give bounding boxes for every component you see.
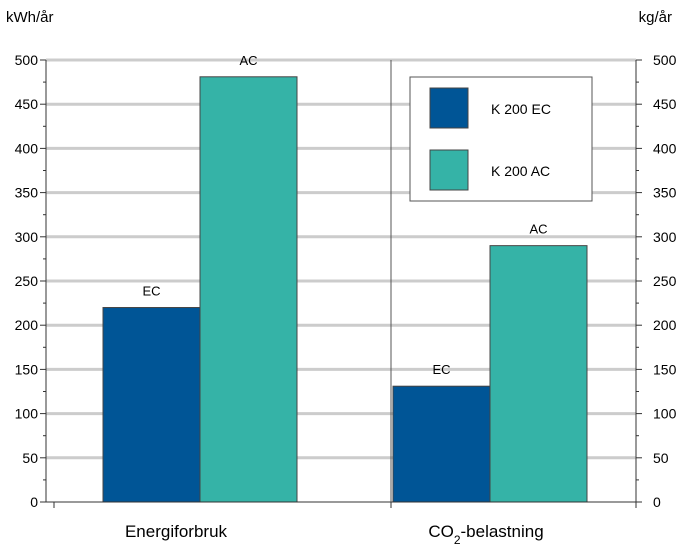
bar-data-label: EC — [432, 362, 450, 377]
left-y-tick-label: 200 — [15, 317, 39, 333]
left-y-tick-label: 150 — [15, 361, 39, 377]
bar-data-label: AC — [529, 222, 547, 237]
category-label: CO2-belastning — [428, 522, 543, 544]
bar-k-200-ac-1 — [489, 245, 588, 503]
legend-label-k200-ec: K 200 EC — [491, 101, 551, 117]
left-y-tick-label: 250 — [15, 273, 39, 289]
left-y-tick-label: 0 — [30, 494, 38, 510]
bar-k-200-ec-1 — [392, 385, 491, 503]
right-y-tick-label: 100 — [653, 406, 677, 422]
left-y-tick-label: 450 — [15, 96, 39, 112]
legend-swatch-k200-ec — [429, 87, 469, 129]
right-y-tick-label: 200 — [653, 317, 677, 333]
right-y-tick-label: 0 — [653, 494, 661, 510]
left-y-tick-label: 500 — [15, 52, 39, 68]
labels: 0 0 50 50 100 100 150 150 200 200 250 250 300 300 350 3… — [15, 52, 677, 544]
right-y-tick-label: 250 — [653, 273, 677, 289]
legend: K 200 EC K 200 AC — [409, 76, 593, 202]
legend-swatch-k200-ac — [429, 149, 469, 191]
right-y-tick-label: 450 — [653, 96, 677, 112]
right-y-tick-label: 500 — [653, 52, 677, 68]
category-label: Energiforbruk — [125, 522, 228, 541]
bar-k-200-ac-0 — [199, 76, 298, 503]
left-y-tick-label: 100 — [15, 406, 39, 422]
left-y-tick-label: 350 — [15, 185, 39, 201]
left-y-tick-label: 300 — [15, 229, 39, 245]
left-axis-unit: kWh/år — [6, 9, 54, 26]
right-axis-unit: kg/år — [639, 9, 672, 26]
right-y-tick-label: 400 — [653, 140, 677, 156]
bar-data-label: AC — [239, 53, 257, 68]
left-y-tick-label: 50 — [22, 450, 38, 466]
bar-data-label: EC — [142, 284, 160, 299]
legend-label-k200-ac: K 200 AC — [491, 163, 550, 179]
bar-k-200-ec-0 — [102, 307, 201, 503]
right-y-tick-label: 350 — [653, 185, 677, 201]
right-y-tick-label: 50 — [653, 450, 669, 466]
right-y-tick-label: 150 — [653, 361, 677, 377]
right-y-tick-label: 300 — [653, 229, 677, 245]
left-y-tick-label: 400 — [15, 140, 39, 156]
axes — [40, 59, 642, 508]
